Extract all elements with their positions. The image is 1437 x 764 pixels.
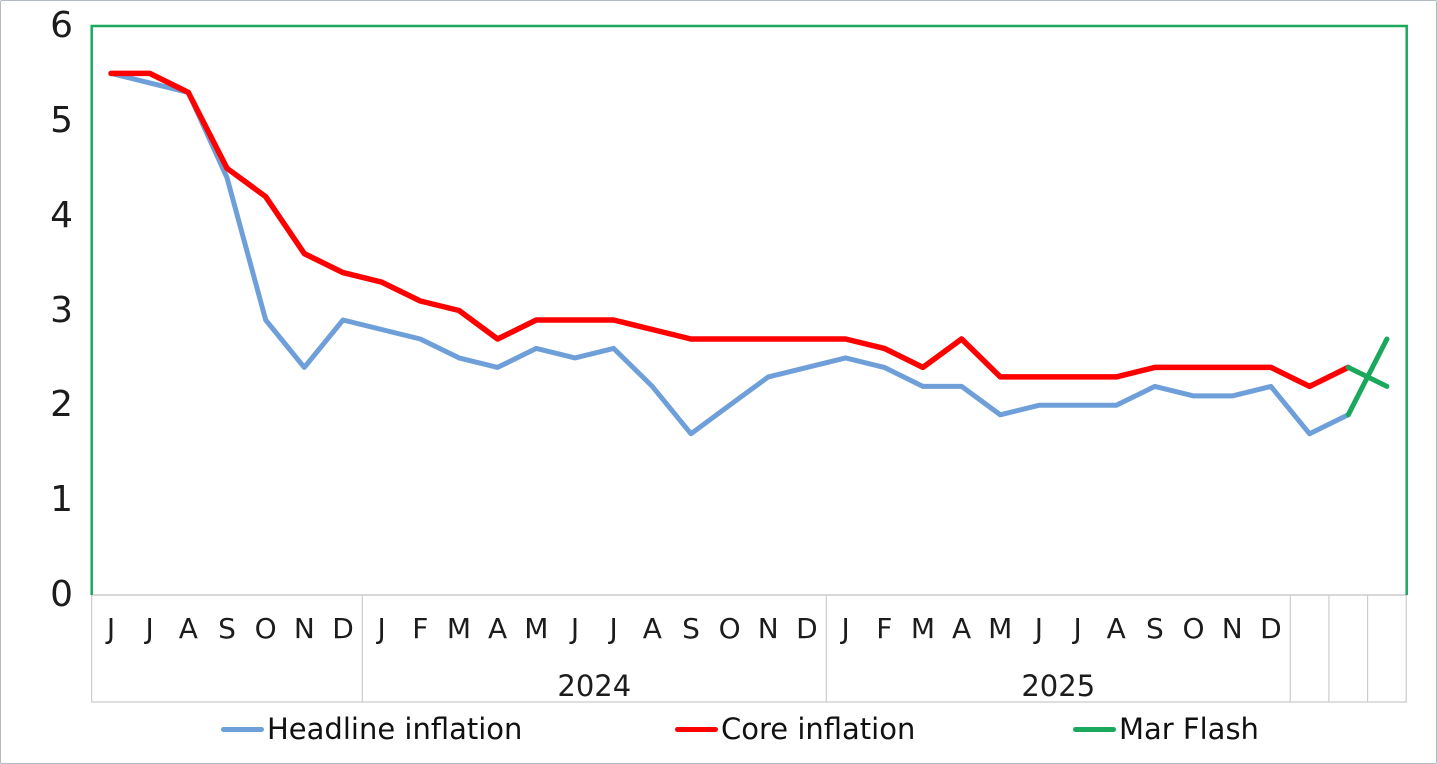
axis-lines: [90, 594, 1408, 703]
y-axis-label-2: 2: [50, 384, 73, 426]
y-axis-label-0: 0: [50, 574, 73, 615]
month-label: A: [952, 612, 972, 645]
y-axis-label-4: 4: [50, 194, 73, 236]
month-label: J: [377, 612, 386, 645]
core-line-swatch: [675, 726, 718, 732]
month-label: D: [796, 612, 818, 645]
year-label-2025: 2025: [1021, 669, 1096, 703]
month-label: A: [1106, 612, 1126, 645]
plot-border-outline: [90, 24, 1408, 595]
y-axis-label-1: 1: [50, 479, 73, 521]
month-label: S: [1146, 612, 1164, 645]
legend-item-mar-flash: Mar Flash: [1073, 707, 1259, 751]
month-label: N: [757, 612, 779, 645]
month-label: A: [178, 612, 198, 645]
month-label: M: [988, 612, 1013, 645]
month-label: M: [446, 612, 472, 645]
headline-line-swatch: [221, 726, 264, 732]
month-label: M: [524, 612, 549, 645]
month-label: J: [1073, 612, 1082, 645]
y-axis-label-6: 6: [50, 5, 73, 46]
mar-flash-line-swatch: [1073, 726, 1116, 732]
month-label: J: [1034, 612, 1044, 645]
year-label-2024: 2024: [557, 669, 632, 703]
month-label: A: [642, 612, 662, 645]
month-label: N: [293, 612, 315, 645]
month-label: D: [1260, 612, 1282, 645]
month-label: O: [718, 612, 741, 645]
month-label: F: [412, 612, 429, 645]
legend-label-core: Core inflation: [721, 712, 916, 746]
month-label: A: [488, 612, 508, 645]
series-lines: [108, 70, 1390, 437]
month-label: N: [1221, 612, 1243, 645]
month-label: D: [332, 612, 354, 645]
month-label: J: [841, 612, 850, 645]
legend: Headline inflation Core inflation Mar Fl…: [1, 707, 1436, 755]
month-label: J: [145, 612, 154, 645]
month-label: F: [876, 612, 893, 645]
series-line-core-inflation: [108, 70, 1351, 390]
mar-flash-core-segment: [1345, 364, 1390, 389]
series-line-headline-inflation: [108, 70, 1351, 437]
legend-item-core: Core inflation: [675, 707, 915, 751]
y-axis-label-5: 5: [50, 99, 73, 141]
legend-label-mar-flash: Mar Flash: [1119, 712, 1259, 746]
month-label: S: [218, 612, 236, 645]
month-label: M: [910, 612, 936, 645]
y-axis-label-3: 3: [50, 289, 73, 331]
month-label: J: [106, 612, 116, 645]
month-label: O: [1182, 612, 1205, 645]
legend-label-headline: Headline inflation: [267, 712, 523, 746]
month-label: J: [570, 612, 580, 645]
month-label: S: [682, 612, 700, 645]
legend-item-headline: Headline inflation: [221, 707, 522, 751]
plot-border: [90, 24, 1408, 595]
month-label: J: [609, 612, 618, 645]
month-label: O: [254, 612, 277, 645]
